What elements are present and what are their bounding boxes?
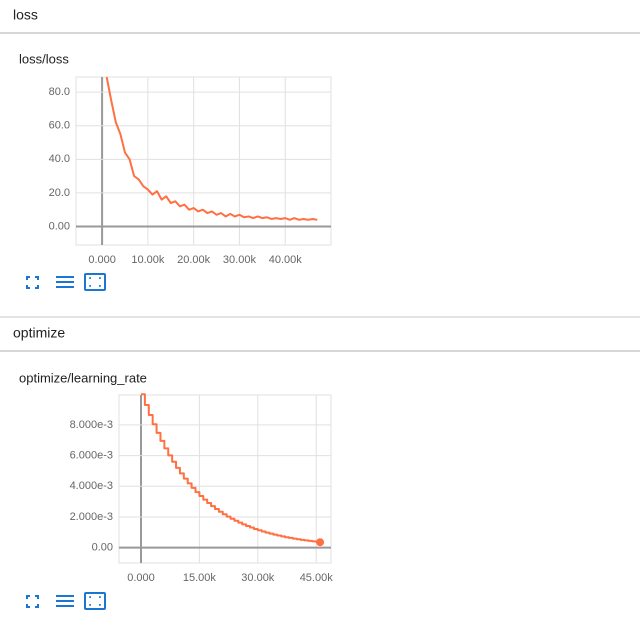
- y-tick-label: 60.0: [49, 120, 70, 132]
- plot-frame: [118, 394, 332, 564]
- x-tick-label: 40.00k: [269, 254, 303, 266]
- y-tick-label: 6.000e-3: [70, 450, 113, 462]
- chart-title: loss/loss: [19, 51, 69, 66]
- x-tick-label: 0.000: [127, 572, 155, 584]
- expand-button[interactable]: [26, 595, 39, 608]
- x-tick-label: 45.00k: [300, 572, 334, 584]
- log-scale-button[interactable]: [56, 276, 74, 288]
- y-tick-label: 2.000e-3: [70, 511, 113, 523]
- section-title: loss: [13, 7, 38, 23]
- y-tick-label: 40.0: [49, 153, 70, 165]
- x-tick-label: 0.000: [88, 254, 116, 266]
- x-tick-label: 30.00k: [241, 572, 275, 584]
- log-scale-button[interactable]: [56, 595, 74, 607]
- fit-domain-button[interactable]: [84, 592, 106, 610]
- section-header[interactable]: [0, 318, 640, 350]
- section-title: optimize: [13, 325, 65, 341]
- y-tick-label: 80.0: [49, 86, 70, 98]
- x-tick-label: 10.00k: [131, 254, 165, 266]
- x-tick-label: 20.00k: [177, 254, 211, 266]
- data-line: [140, 393, 322, 543]
- fit-domain-button[interactable]: [84, 273, 106, 291]
- plot-frame: [75, 76, 332, 246]
- y-tick-label: 0.00: [92, 542, 113, 554]
- y-tick-label: 20.0: [49, 187, 70, 199]
- y-tick-label: 4.000e-3: [70, 480, 113, 492]
- chart-title: optimize/learning_rate: [19, 370, 147, 385]
- end-point: [316, 538, 325, 547]
- data-line: [105, 76, 318, 221]
- y-tick-label: 0.00: [49, 220, 70, 232]
- x-tick-label: 15.00k: [183, 572, 217, 584]
- x-tick-label: 30.00k: [223, 254, 257, 266]
- expand-button[interactable]: [26, 276, 39, 289]
- chart-toolbar: [26, 273, 106, 610]
- y-tick-label: 8.000e-3: [70, 419, 113, 431]
- section-header[interactable]: [0, 0, 640, 33]
